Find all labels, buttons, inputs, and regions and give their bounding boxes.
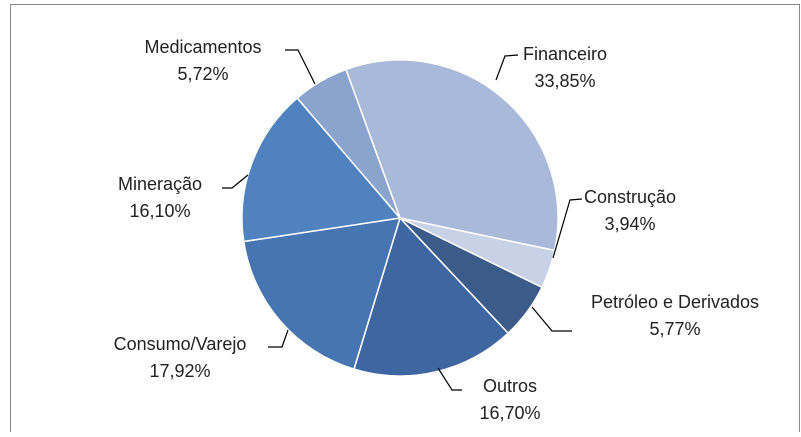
pie-slice — [241, 96, 402, 243]
value-label: 5,72% — [177, 64, 228, 84]
pie-slice — [242, 217, 402, 371]
leader-line — [268, 329, 289, 348]
slice-label: Mineração — [118, 174, 202, 194]
slice-label: Financeiro — [523, 44, 607, 64]
pie-slice — [344, 59, 559, 252]
value-label: 5,77% — [649, 319, 700, 339]
value-label: 17,92% — [149, 361, 210, 381]
slice-label: Medicamentos — [144, 37, 261, 57]
leader-line — [531, 306, 572, 332]
slice-label: Construção — [584, 187, 676, 207]
leader-line — [285, 49, 316, 85]
slice-label: Outros — [483, 376, 537, 396]
slice-label: Consumo/Varejo — [114, 334, 247, 354]
pie-slice — [353, 216, 510, 377]
value-label: 33,85% — [534, 71, 595, 91]
pie-slice — [296, 68, 401, 219]
leader-line — [437, 367, 462, 391]
slice-label: Petróleo e Derivados — [591, 292, 759, 312]
leader-line — [222, 174, 249, 189]
chart-frame — [10, 4, 800, 437]
value-label: 3,94% — [604, 214, 655, 234]
value-label: 16,10% — [129, 201, 190, 221]
leader-line — [552, 198, 583, 259]
value-label: 16,70% — [479, 403, 540, 423]
leader-line — [495, 54, 519, 81]
